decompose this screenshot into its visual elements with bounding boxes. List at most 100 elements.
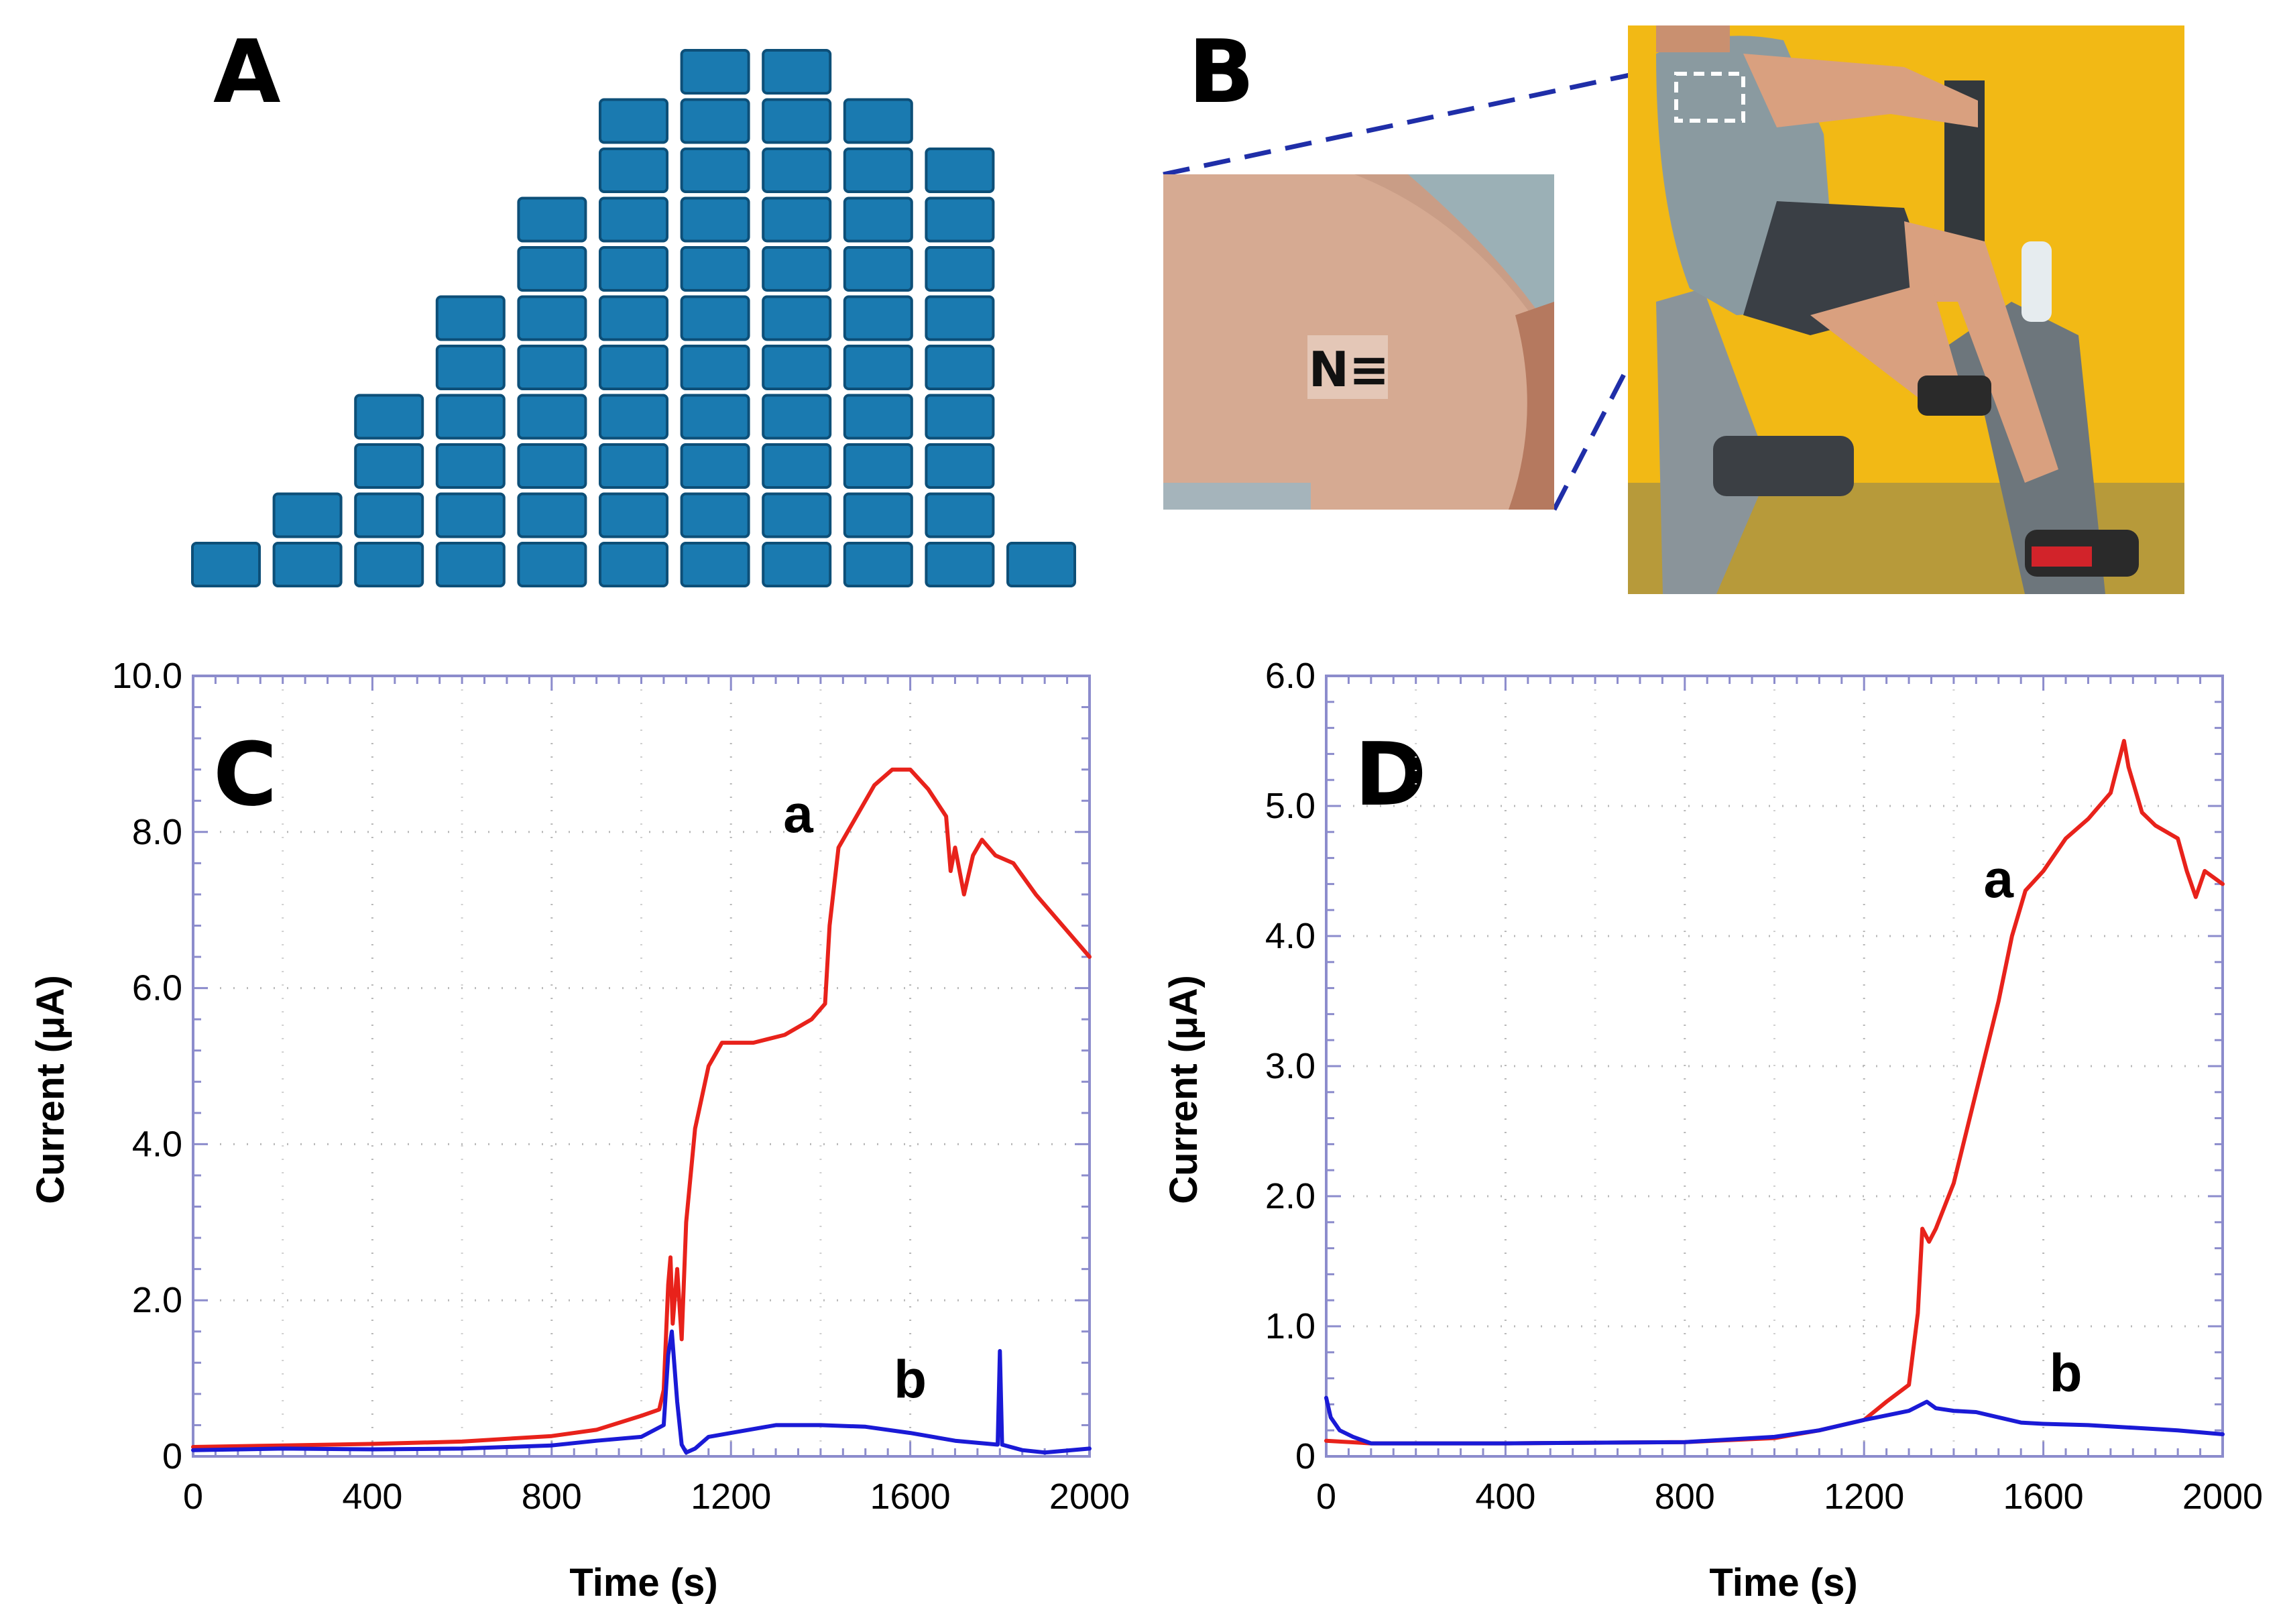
- block-col-7-row-7: [680, 246, 750, 292]
- sensor-patch: [1307, 335, 1388, 399]
- panel-b-photo-illustration: N≡: [1163, 25, 2184, 594]
- chart-c-xtick-label-4: 1600: [870, 1476, 951, 1517]
- chart-c-ytick-label-3: 6.0: [132, 968, 182, 1008]
- chart-d-ytick-label-5: 5.0: [1265, 786, 1315, 826]
- chart-d-ytick-label-3: 3.0: [1265, 1046, 1315, 1086]
- chart-d-annotation-a: a: [1984, 849, 2014, 909]
- block-col-5-row-6: [517, 295, 587, 341]
- sensor-patch-text: N≡: [1309, 341, 1390, 398]
- chart-c-xtick-label-5: 2000: [1049, 1476, 1130, 1517]
- block-col-4-row-2: [435, 492, 506, 538]
- block-col-7-row-3: [680, 443, 750, 489]
- block-col-7-row-10: [680, 98, 750, 144]
- block-col-7-row-9: [680, 148, 750, 193]
- chart-d-ytick-label-1: 1.0: [1265, 1306, 1315, 1346]
- chart-d-plot-frame: [1325, 675, 2224, 1458]
- chart-c-ytick-label-0: 0: [162, 1436, 182, 1476]
- block-col-9-row-10: [843, 98, 913, 144]
- chart-c-ytick-label-4: 8.0: [132, 812, 182, 852]
- block-col-3-row-1: [354, 542, 424, 587]
- panel-a-block-histogram: [191, 49, 1076, 587]
- chart-c-xlabel: Time (s): [569, 1561, 717, 1605]
- block-col-10-row-2: [925, 492, 995, 538]
- block-col-6-row-6: [599, 295, 668, 341]
- block-col-9-row-4: [843, 394, 913, 440]
- block-col-10-row-8: [925, 196, 995, 243]
- block-col-2-row-2: [272, 492, 343, 538]
- block-col-7-row-11: [680, 49, 750, 95]
- block-col-4-row-5: [435, 345, 506, 390]
- block-col-10-row-1: [925, 542, 995, 587]
- block-col-10-row-3: [925, 443, 995, 489]
- chart-c-xtick-label-0: 0: [183, 1476, 203, 1517]
- block-col-11-row-1: [1006, 542, 1076, 587]
- chart-c-ylabel: Current (μA): [29, 975, 72, 1204]
- block-col-3-row-4: [354, 394, 424, 440]
- block-col-9-row-6: [843, 295, 913, 341]
- block-col-4-row-6: [435, 295, 506, 341]
- block-col-7-row-1: [680, 542, 750, 587]
- block-col-9-row-8: [843, 196, 913, 243]
- block-col-6-row-7: [599, 246, 668, 292]
- block-col-4-row-4: [435, 394, 506, 440]
- panel-d-label: D: [1354, 723, 1427, 825]
- block-col-10-row-6: [925, 295, 995, 341]
- block-col-6-row-1: [599, 542, 668, 587]
- panel-c-label: C: [213, 723, 278, 825]
- chart-d-xtick-label-3: 1200: [1824, 1476, 1904, 1517]
- block-col-2-row-1: [272, 542, 343, 587]
- block-col-8-row-2: [762, 492, 832, 538]
- block-col-4-row-3: [435, 443, 506, 489]
- block-col-8-row-4: [762, 394, 832, 440]
- block-col-8-row-11: [762, 49, 832, 95]
- block-col-10-row-9: [925, 148, 995, 193]
- block-col-7-row-8: [680, 196, 750, 243]
- block-col-9-row-9: [843, 148, 913, 193]
- block-col-6-row-4: [599, 394, 668, 440]
- block-col-8-row-6: [762, 295, 832, 341]
- block-col-9-row-5: [843, 345, 913, 390]
- block-col-6-row-2: [599, 492, 668, 538]
- chart-c-ytick-label-2: 4.0: [132, 1124, 182, 1164]
- chart-d-ytick-label-4: 4.0: [1265, 916, 1315, 956]
- chart-d-xtick-label-2: 800: [1655, 1476, 1715, 1517]
- chart-d-ytick-label-2: 2.0: [1265, 1176, 1315, 1216]
- block-col-8-row-1: [762, 542, 832, 587]
- block-col-5-row-8: [517, 196, 587, 243]
- block-col-6-row-10: [599, 98, 668, 144]
- chart-d-xtick-label-0: 0: [1316, 1476, 1336, 1517]
- block-col-8-row-8: [762, 196, 832, 243]
- block-col-1-row-1: [191, 542, 261, 587]
- block-col-9-row-7: [843, 246, 913, 292]
- chart-d-xlabel: Time (s): [1709, 1561, 1857, 1605]
- panel-b-label: B: [1188, 21, 1255, 123]
- block-col-10-row-4: [925, 394, 995, 440]
- block-col-6-row-3: [599, 443, 668, 489]
- block-col-9-row-2: [843, 492, 913, 538]
- chart-d-ytick-label-6: 6.0: [1265, 656, 1315, 696]
- block-col-3-row-3: [354, 443, 424, 489]
- chart-c-annotation-b: b: [894, 1350, 927, 1409]
- block-col-5-row-4: [517, 394, 587, 440]
- chart-c-series-b-line: [191, 1329, 1092, 1455]
- chart-c-xtick-label-2: 800: [522, 1476, 582, 1517]
- panel-a-label: A: [213, 21, 281, 123]
- block-col-5-row-7: [517, 246, 587, 292]
- block-col-6-row-8: [599, 196, 668, 243]
- chart-d-series-a-line: [1324, 739, 2225, 1446]
- chart-c-ytick-label-1: 2.0: [132, 1280, 182, 1320]
- main-photo-exercise-bike: [1628, 25, 2184, 594]
- block-col-7-row-5: [680, 345, 750, 390]
- chart-c-annotation-a: a: [783, 784, 813, 844]
- chart-c-plot-frame: [192, 675, 1091, 1458]
- block-col-9-row-1: [843, 542, 913, 587]
- block-col-8-row-7: [762, 246, 832, 292]
- block-col-4-row-1: [435, 542, 506, 587]
- block-col-10-row-7: [925, 246, 995, 292]
- chart-c-series-a-line: [191, 767, 1092, 1449]
- block-col-5-row-2: [517, 492, 587, 538]
- block-col-5-row-5: [517, 345, 587, 390]
- block-col-7-row-6: [680, 295, 750, 341]
- block-col-7-row-2: [680, 492, 750, 538]
- block-col-6-row-5: [599, 345, 668, 390]
